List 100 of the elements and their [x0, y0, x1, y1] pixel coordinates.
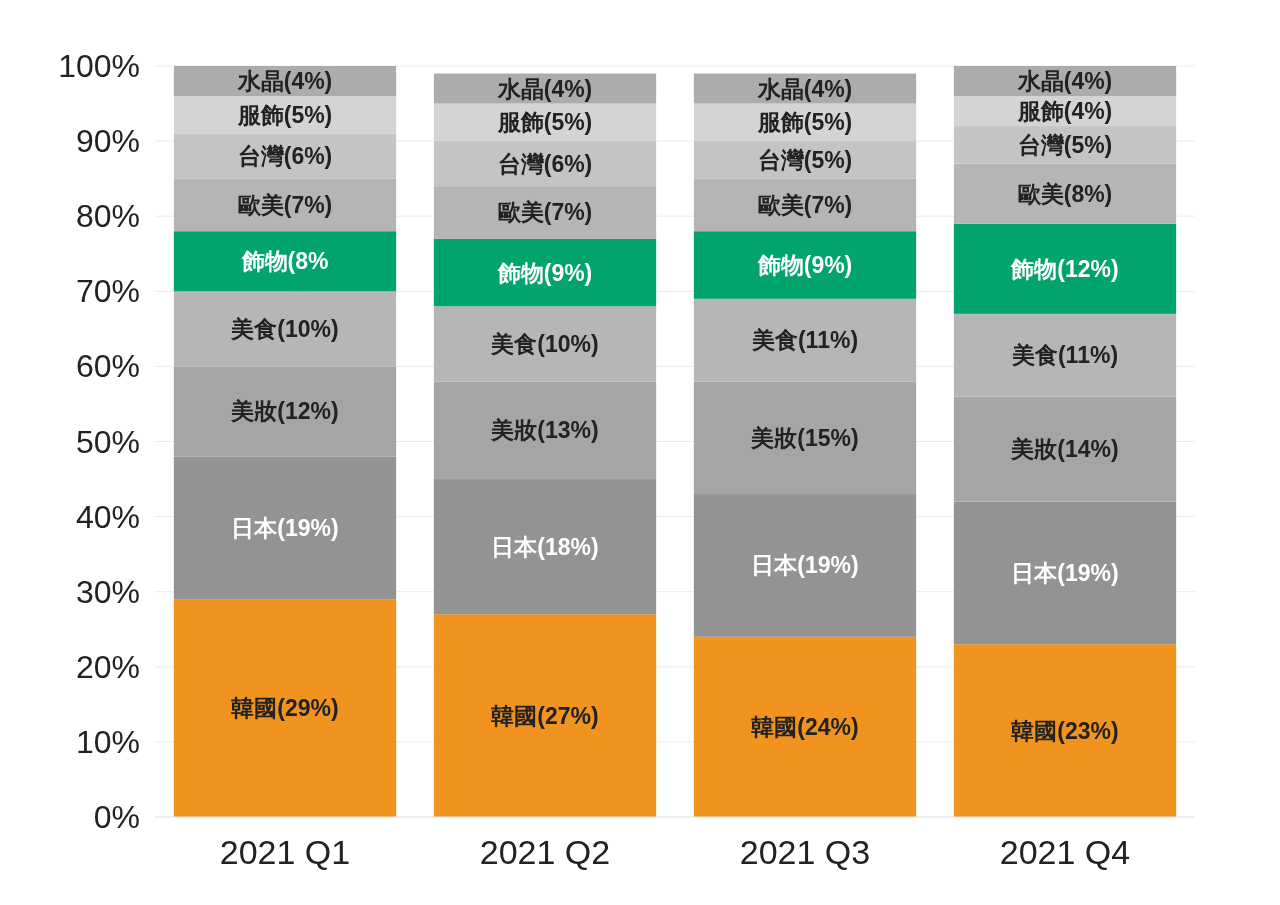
- text: 歐美: [1017, 180, 1064, 207]
- bar: [173, 231, 397, 292]
- data-label: (6%): [543, 150, 593, 177]
- text: 歐美: [757, 191, 804, 218]
- bar: [433, 479, 657, 615]
- data-label: (7%): [543, 199, 593, 226]
- data-label: (4%): [1063, 98, 1113, 125]
- x-tick-label: 2021 Q3: [739, 833, 871, 871]
- text: 日本: [1011, 559, 1058, 586]
- text: 韓國: [231, 695, 278, 722]
- data-label: (4%): [283, 68, 333, 95]
- data-label: (5%): [803, 146, 853, 173]
- data-label: (5%): [543, 109, 593, 136]
- bar: [433, 186, 657, 239]
- y-tick-label: 90%: [75, 123, 140, 160]
- data-label: (7%): [283, 191, 333, 218]
- text: 服飾: [497, 109, 544, 136]
- y-tick-label: 20%: [75, 648, 140, 685]
- bar: [953, 501, 1177, 645]
- data-label: (14%): [1057, 436, 1119, 463]
- bar: [953, 163, 1177, 224]
- text: 歐美: [497, 199, 544, 226]
- series-label: 水晶: [236, 68, 284, 95]
- data-label: (19%): [277, 514, 339, 541]
- bar: [693, 231, 917, 299]
- data-label: (24%): [797, 713, 859, 740]
- series-label: 日本: [491, 533, 539, 560]
- text: 台灣: [757, 146, 804, 173]
- bar: [433, 381, 657, 480]
- text: 美食: [751, 327, 798, 354]
- bar: [953, 313, 1177, 397]
- data-label: (23%): [1057, 717, 1119, 744]
- y-tick-label: 10%: [75, 723, 140, 760]
- bar: [173, 291, 397, 367]
- bar: [953, 223, 1177, 314]
- series-label: 服飾: [1016, 98, 1064, 125]
- data-label: (4%): [543, 75, 593, 102]
- bar: [953, 396, 1177, 502]
- x-tick-label: 2021 Q1: [219, 833, 351, 871]
- y-tick-label: 0%: [93, 799, 140, 835]
- text: 服飾: [757, 109, 804, 136]
- text: 美妝: [751, 424, 798, 451]
- y-tick-label: 40%: [75, 498, 140, 535]
- data-label: (18%): [537, 533, 599, 560]
- text: 日本: [751, 552, 798, 579]
- data-label: (9%): [543, 259, 593, 286]
- data-label: (19%): [1057, 559, 1119, 586]
- x-tick-label: 2021 Q2: [479, 833, 611, 871]
- series-label: 韓國: [491, 702, 538, 729]
- bar: [433, 306, 657, 382]
- data-label: (29%): [277, 695, 339, 722]
- y-tick-label: 80%: [75, 198, 140, 235]
- data-label: (10%): [277, 315, 339, 342]
- bar: [693, 298, 917, 382]
- text: 飾物: [757, 252, 804, 279]
- data-label: (13%): [537, 417, 599, 444]
- data-label: (4%): [803, 75, 853, 102]
- series-label: 飾物: [240, 248, 288, 275]
- data-label: (7%): [803, 191, 853, 218]
- data-label: (5%): [803, 109, 853, 136]
- text: 美妝: [1011, 436, 1058, 463]
- data-label: (8%: [287, 248, 329, 275]
- data-label: (15%): [797, 424, 859, 451]
- x-tick-label: 2021 Q4: [999, 833, 1131, 871]
- y-tick-label: 50%: [75, 423, 140, 460]
- text: 台灣: [237, 143, 284, 170]
- data-label: (4%): [1063, 68, 1113, 95]
- data-label: (9%): [803, 252, 853, 279]
- text: 台灣: [497, 150, 544, 177]
- data-label: (11%): [1057, 342, 1119, 369]
- bar: [693, 381, 917, 495]
- bar: [953, 644, 1177, 817]
- text: 飾物: [1011, 255, 1058, 282]
- text: 美食: [491, 330, 538, 357]
- text: 日本: [231, 514, 278, 541]
- bar: [693, 494, 917, 637]
- y-tick-label: 100%: [58, 48, 140, 84]
- text: 服飾: [237, 101, 284, 128]
- data-label: (27%): [537, 702, 599, 729]
- data-label: (12%): [277, 398, 339, 425]
- text: 韓國: [1011, 717, 1058, 744]
- y-tick-label: 70%: [75, 273, 140, 310]
- bar: [173, 599, 397, 817]
- text: 韓國: [751, 713, 798, 740]
- text: 水晶: [1017, 68, 1064, 95]
- series-label: 歐美: [237, 191, 284, 218]
- y-tick-label: 60%: [75, 348, 140, 385]
- y-tick-label: 30%: [75, 573, 140, 610]
- series-label: 美食: [230, 315, 278, 342]
- bar: [173, 366, 397, 457]
- data-label: (12%): [1057, 255, 1119, 282]
- data-label: (5%): [283, 101, 333, 128]
- data-label: (11%): [797, 327, 859, 354]
- text: 美妝: [491, 417, 538, 444]
- text: 水晶: [497, 75, 544, 102]
- data-label: (8%): [1063, 180, 1113, 207]
- data-label: (5%): [1063, 131, 1113, 158]
- bar: [173, 456, 397, 600]
- bar: [433, 238, 657, 307]
- data-label: (19%): [797, 552, 859, 579]
